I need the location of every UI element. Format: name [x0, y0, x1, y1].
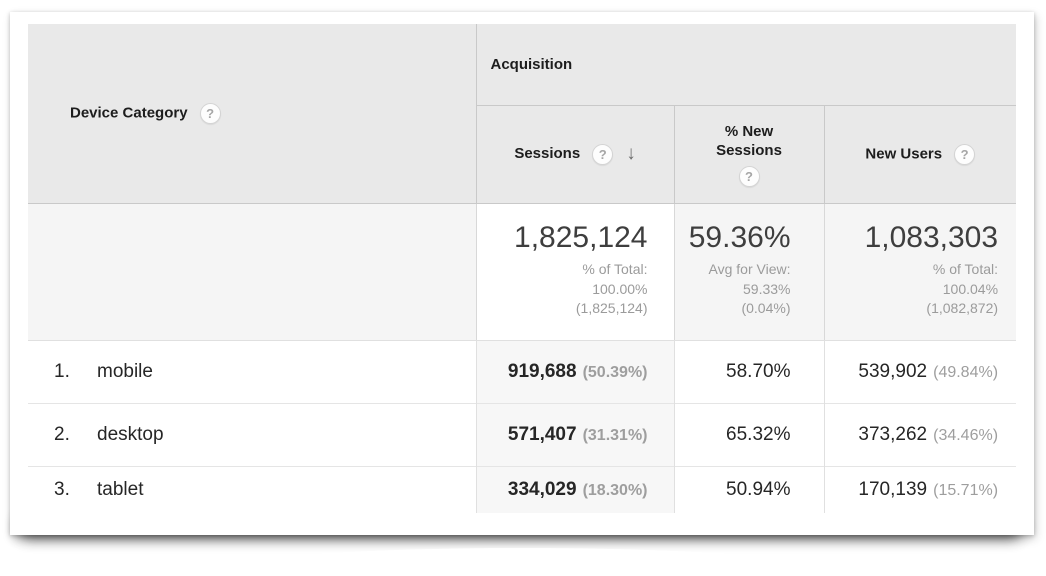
row-rank: 2.	[54, 423, 70, 445]
sessions-cell: 571,407 (31.31%)	[475, 402, 674, 466]
row-rank: 1.	[54, 360, 70, 382]
help-icon[interactable]: ?	[199, 102, 221, 124]
pct-new-sessions-cell: 50.94%	[673, 465, 824, 513]
device-category-column-header[interactable]: Device Category?	[28, 24, 476, 204]
new-users-percent: (34.46%)	[933, 426, 999, 444]
totals-row: 1,825,124 % of Total: 100.00% (1,825,124…	[28, 203, 1017, 341]
new-users-total-value: 1,083,303	[864, 220, 999, 254]
totals-new-users-cell: 1,083,303 % of Total: 100.04% (1,082,872…	[823, 203, 1017, 341]
new-users-cell: 373,262 (34.46%)	[823, 402, 1017, 466]
pct-new-sessions-cell: 58.70%	[673, 339, 824, 403]
sessions-percent: (31.31%)	[582, 426, 648, 444]
device-label: tablet	[97, 478, 144, 500]
new-users-percent: (49.84%)	[933, 363, 999, 381]
sessions-header-label: Sessions	[514, 144, 581, 162]
new-users-header-label: New Users	[865, 144, 943, 162]
pct-new-sessions-total-note: Avg for View: 59.33% (0.04%)	[708, 261, 791, 317]
card-shadow-curl	[0, 548, 1046, 576]
new-users-value: 170,139	[858, 478, 928, 500]
new-users-value: 373,262	[858, 423, 928, 445]
acquisition-label: Acquisition	[490, 55, 573, 73]
device-label: desktop	[97, 423, 164, 445]
sessions-value: 571,407	[507, 423, 577, 445]
group-header-row: Device Category? Acquisition	[28, 24, 1017, 204]
device-label: mobile	[97, 360, 153, 382]
sessions-percent: (18.30%)	[582, 481, 648, 499]
sessions-percent: (50.39%)	[582, 363, 648, 381]
table-row-mobile: 1. mobile 919,688 (50.39%) 58.70% 539,902 (…	[28, 339, 1017, 403]
dimension-cell: 3. tablet	[28, 465, 476, 513]
pct-new-sessions-header-label: % New Sessions	[716, 122, 782, 160]
totals-sessions-cell: 1,825,124 % of Total: 100.00% (1,825,124…	[475, 203, 674, 341]
row-rank: 3.	[54, 478, 70, 500]
help-icon[interactable]: ?	[954, 143, 976, 165]
pct-new-sessions-total-value: 59.36%	[688, 220, 791, 254]
table-row-desktop: 2. desktop 571,407 (31.31%) 65.32% 373,262…	[28, 402, 1017, 466]
new-users-cell: 539,902 (49.84%)	[823, 339, 1017, 403]
sessions-value: 919,688	[507, 360, 577, 382]
sessions-column-header[interactable]: Sessions? ↓	[475, 105, 674, 204]
new-users-total-note: % of Total: 100.04% (1,082,872)	[926, 261, 999, 317]
device-category-table: Device Category? Acquisition Sessions? ↓ …	[28, 24, 1017, 513]
analytics-report-card: Device Category? Acquisition Sessions? ↓ …	[10, 12, 1034, 535]
new-users-column-header[interactable]: New Users?	[823, 105, 1017, 204]
new-users-percent: (15.71%)	[933, 481, 999, 499]
sessions-cell: 334,029 (18.30%)	[475, 465, 674, 513]
totals-dimension-cell	[28, 203, 476, 341]
acquisition-group-header: Acquisition	[475, 24, 1017, 106]
pct-new-sessions-column-header[interactable]: % New Sessions ?	[673, 105, 824, 204]
sessions-total-value: 1,825,124	[514, 220, 648, 254]
sessions-total-note: % of Total: 100.00% (1,825,124)	[575, 261, 648, 317]
help-icon[interactable]: ?	[738, 165, 760, 187]
new-users-value: 539,902	[858, 360, 928, 382]
pct-new-sessions-cell: 65.32%	[673, 402, 824, 466]
new-users-cell: 170,139 (15.71%)	[823, 465, 1017, 513]
device-category-label: Device Category	[70, 104, 188, 122]
dimension-cell: 1. mobile	[28, 339, 476, 403]
help-icon[interactable]: ?	[592, 143, 614, 165]
totals-pct-new-sessions-cell: 59.36% Avg for View: 59.33% (0.04%)	[673, 203, 824, 341]
sessions-cell: 919,688 (50.39%)	[475, 339, 674, 403]
dimension-cell: 2. desktop	[28, 402, 476, 466]
sort-descending-icon[interactable]: ↓	[626, 143, 636, 164]
table-row-tablet: 3. tablet 334,029 (18.30%) 50.94% 170,139 (…	[28, 465, 1017, 513]
sessions-value: 334,029	[507, 478, 577, 500]
metric-header-row: Sessions? ↓ % New Sessions ? New Users?	[28, 105, 1017, 204]
